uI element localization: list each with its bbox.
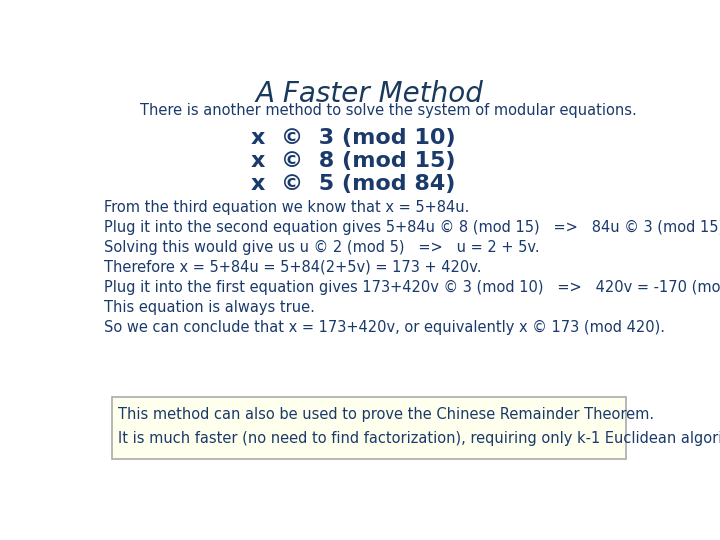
Text: Solving this would give us u © 2 (mod 5)   =>   u = 2 + 5v.: Solving this would give us u © 2 (mod 5)… [104,240,539,254]
Text: x  ©  5 (mod 84): x © 5 (mod 84) [251,174,456,194]
Text: This method can also be used to prove the Chinese Remainder Theorem.: This method can also be used to prove th… [118,407,654,422]
Text: It is much faster (no need to find factorization), requiring only k-1 Euclidean : It is much faster (no need to find facto… [118,431,720,447]
Text: A Faster Method: A Faster Method [255,80,483,108]
Text: Therefore x = 5+84u = 5+84(2+5v) = 173 + 420v.: Therefore x = 5+84u = 5+84(2+5v) = 173 +… [104,260,482,275]
FancyBboxPatch shape [112,397,626,459]
Text: Plug it into the second equation gives 5+84u © 8 (mod 15)   =>   84u © 3 (mod 15: Plug it into the second equation gives 5… [104,220,720,234]
Text: This equation is always true.: This equation is always true. [104,300,315,315]
Text: From the third equation we know that x = 5+84u.: From the third equation we know that x =… [104,200,469,214]
Text: There is another method to solve the system of modular equations.: There is another method to solve the sys… [140,103,637,118]
Text: Plug it into the first equation gives 173+420v © 3 (mod 10)   =>   420v = -170 (: Plug it into the first equation gives 17… [104,280,720,295]
Text: x  ©  8 (mod 15): x © 8 (mod 15) [251,151,456,171]
Text: So we can conclude that x = 173+420v, or equivalently x © 173 (mod 420).: So we can conclude that x = 173+420v, or… [104,320,665,335]
Text: x  ©  3 (mod 10): x © 3 (mod 10) [251,128,456,148]
